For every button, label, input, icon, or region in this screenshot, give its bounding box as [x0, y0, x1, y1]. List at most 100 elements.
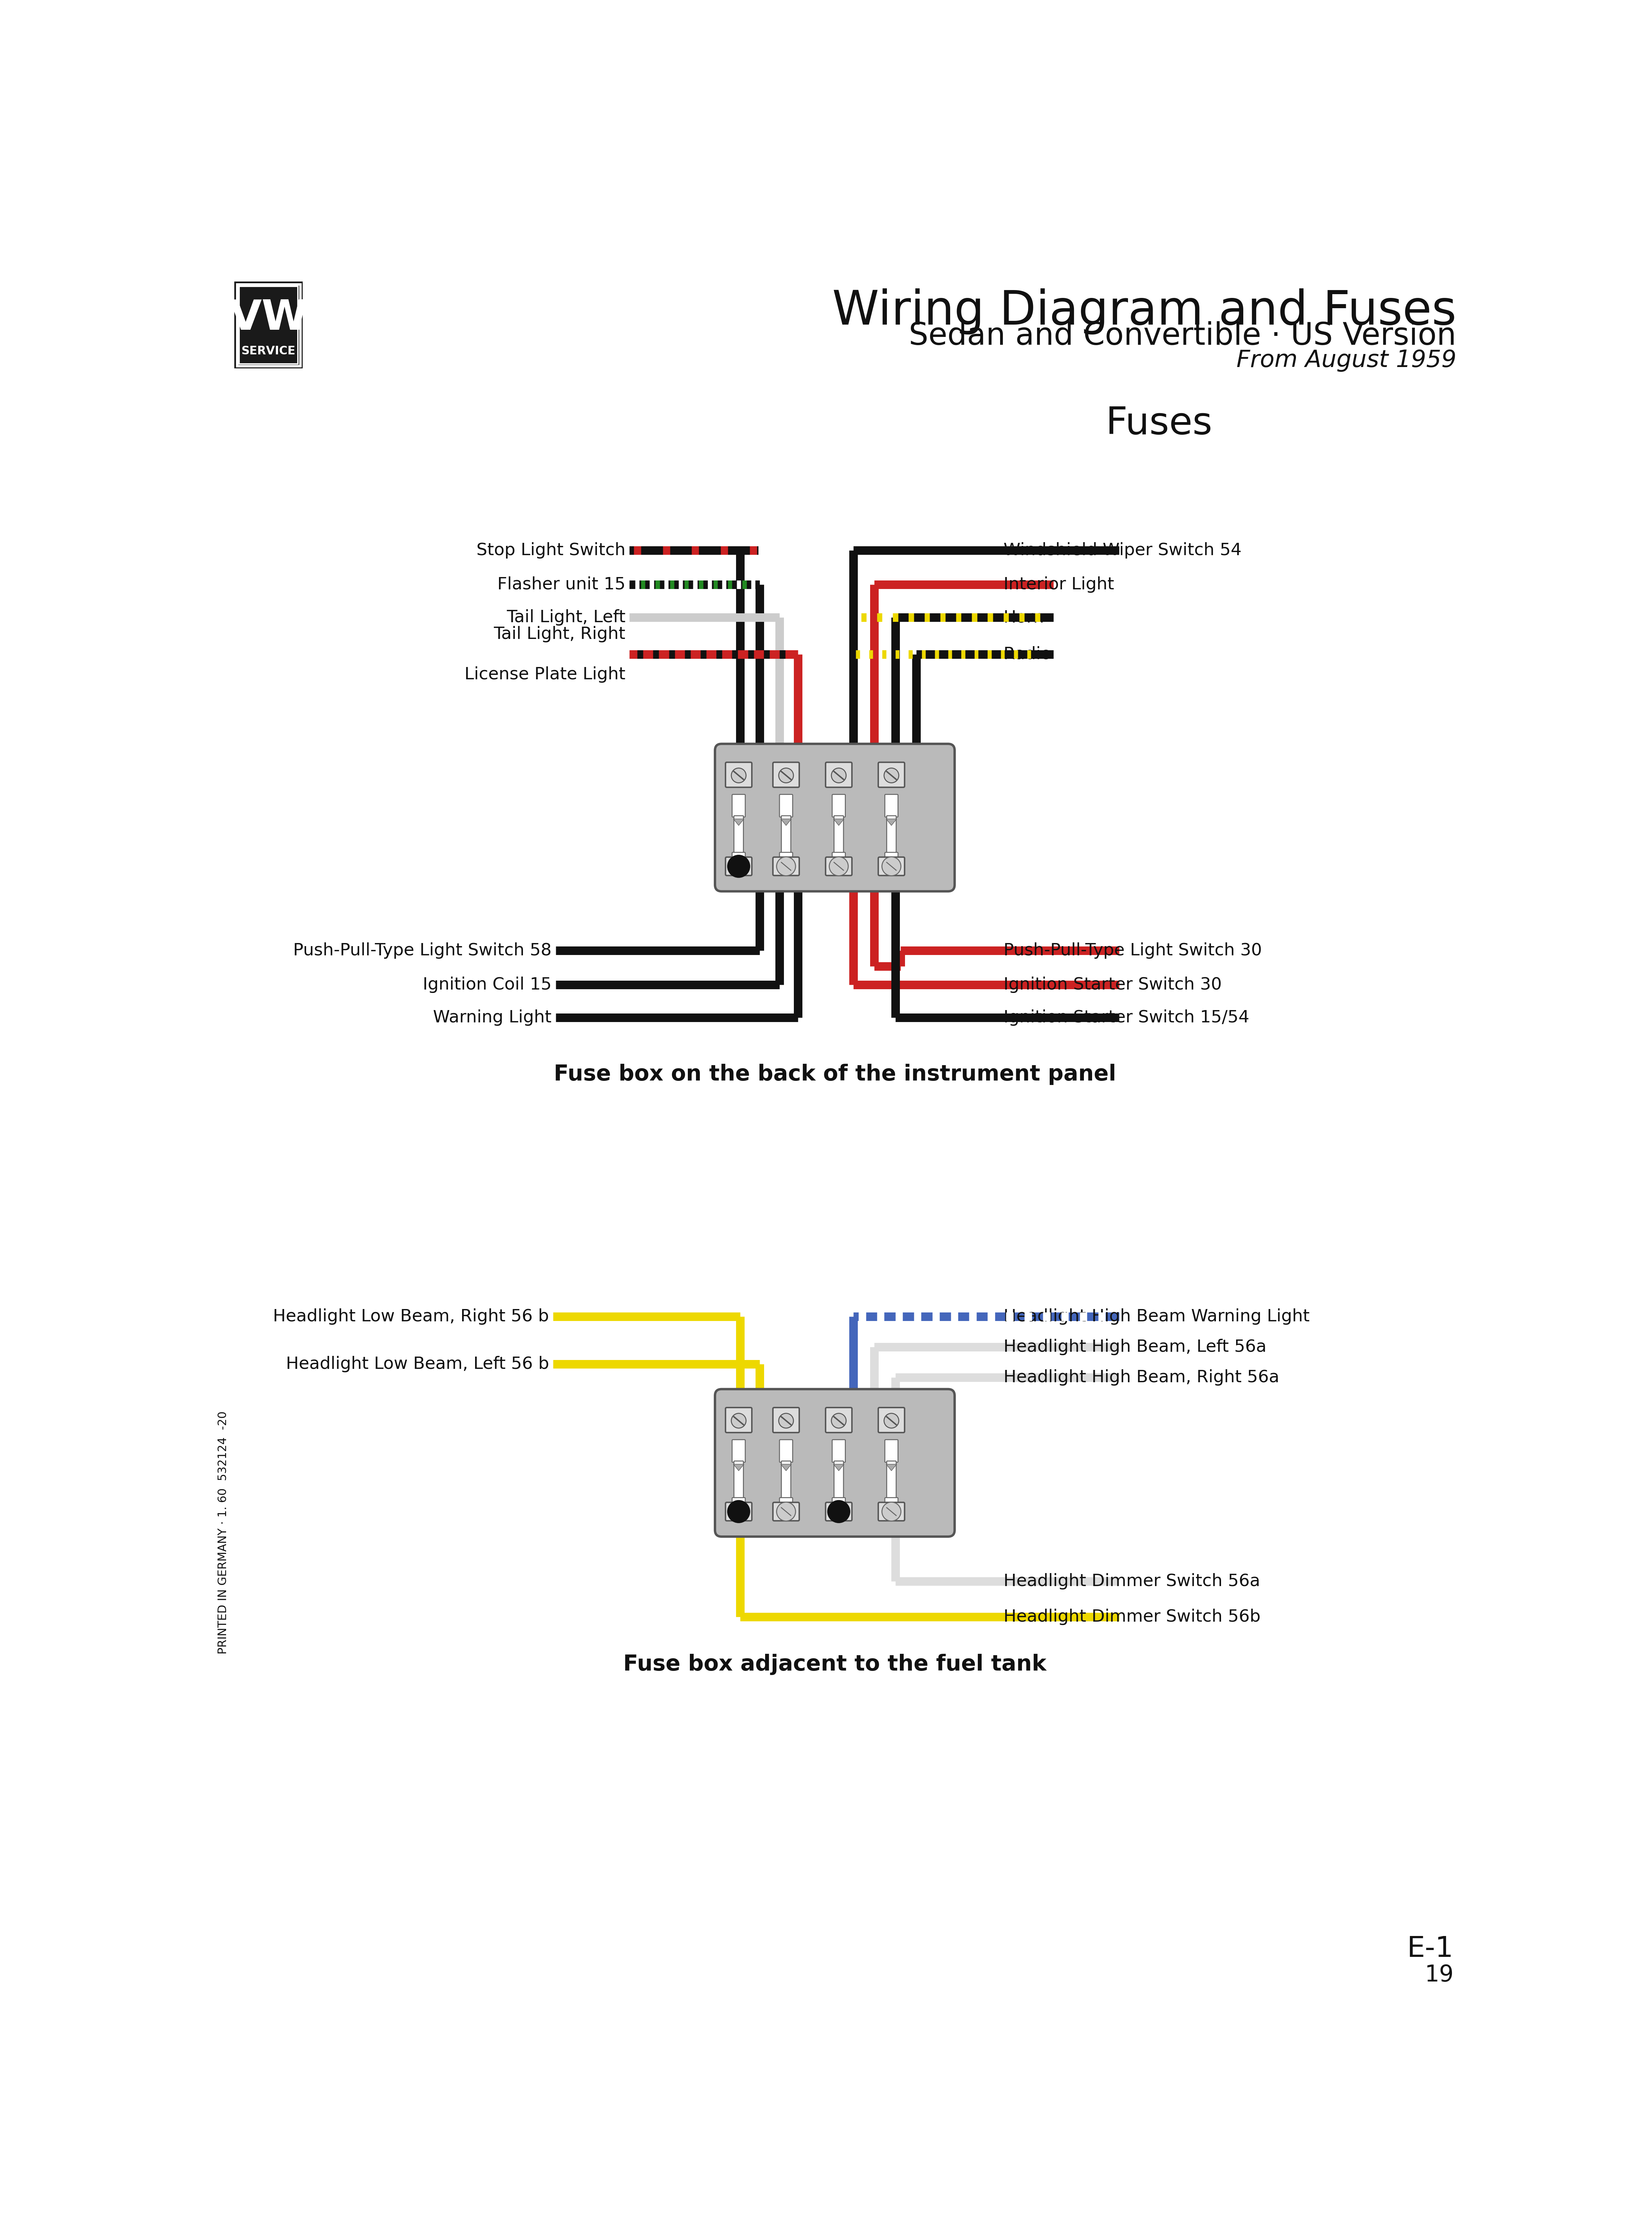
FancyBboxPatch shape	[885, 794, 899, 817]
FancyBboxPatch shape	[879, 763, 905, 787]
Polygon shape	[733, 1508, 743, 1514]
FancyBboxPatch shape	[826, 1407, 852, 1432]
FancyBboxPatch shape	[725, 857, 752, 875]
FancyBboxPatch shape	[833, 1441, 846, 1463]
FancyBboxPatch shape	[780, 1441, 793, 1463]
Circle shape	[778, 767, 793, 783]
FancyBboxPatch shape	[887, 817, 895, 855]
Circle shape	[828, 1501, 849, 1523]
Polygon shape	[885, 1508, 897, 1514]
Text: Windshield Wiper Switch 54: Windshield Wiper Switch 54	[1003, 541, 1241, 559]
Text: VW: VW	[230, 298, 307, 338]
Polygon shape	[781, 861, 791, 868]
Text: Headlight Low Beam, Right 56 b: Headlight Low Beam, Right 56 b	[273, 1309, 548, 1324]
FancyBboxPatch shape	[879, 1503, 905, 1521]
Text: Push-Pull-Type Light Switch 58: Push-Pull-Type Light Switch 58	[294, 942, 552, 960]
FancyBboxPatch shape	[879, 1407, 905, 1432]
Text: Headlight Low Beam, Left 56 b: Headlight Low Beam, Left 56 b	[286, 1356, 548, 1371]
Polygon shape	[885, 861, 897, 868]
FancyBboxPatch shape	[833, 852, 846, 875]
Circle shape	[884, 767, 899, 783]
Polygon shape	[781, 819, 791, 825]
FancyBboxPatch shape	[826, 857, 852, 875]
Text: License Plate Light: License Plate Light	[464, 667, 626, 682]
Text: Wiring Diagram and Fuses: Wiring Diagram and Fuses	[833, 289, 1457, 333]
FancyBboxPatch shape	[826, 1503, 852, 1521]
Polygon shape	[733, 861, 743, 868]
FancyBboxPatch shape	[887, 1461, 895, 1499]
Circle shape	[727, 1501, 750, 1523]
Polygon shape	[885, 1465, 897, 1470]
Text: Headlight High Beam, Left 56a: Headlight High Beam, Left 56a	[1003, 1338, 1267, 1356]
FancyBboxPatch shape	[725, 763, 752, 787]
Text: Fuse box adjacent to the fuel tank: Fuse box adjacent to the fuel tank	[623, 1653, 1046, 1676]
Text: Ignition Coil 15: Ignition Coil 15	[423, 978, 552, 993]
FancyBboxPatch shape	[885, 852, 899, 875]
Circle shape	[732, 1414, 747, 1427]
FancyBboxPatch shape	[715, 745, 955, 890]
FancyBboxPatch shape	[725, 1503, 752, 1521]
FancyBboxPatch shape	[885, 1497, 899, 1521]
Text: Fuses: Fuses	[1105, 405, 1213, 443]
FancyBboxPatch shape	[733, 817, 743, 855]
Text: 19: 19	[1424, 1964, 1454, 1986]
Text: Headlight High Beam, Right 56a: Headlight High Beam, Right 56a	[1003, 1369, 1279, 1385]
Text: PRINTED IN GERMANY · 1. 60  532124  -20: PRINTED IN GERMANY · 1. 60 532124 -20	[218, 1412, 230, 1653]
FancyBboxPatch shape	[773, 1407, 800, 1432]
Circle shape	[776, 857, 796, 877]
FancyBboxPatch shape	[834, 817, 844, 855]
Circle shape	[831, 1414, 846, 1427]
Polygon shape	[834, 861, 844, 868]
Text: Interior Light: Interior Light	[1003, 577, 1113, 593]
Circle shape	[831, 767, 846, 783]
Polygon shape	[733, 819, 743, 825]
FancyBboxPatch shape	[826, 763, 852, 787]
Circle shape	[778, 1414, 793, 1427]
Text: Headlight High Beam Warning Light: Headlight High Beam Warning Light	[1003, 1309, 1310, 1324]
Text: Flasher unit 15: Flasher unit 15	[497, 577, 626, 593]
Text: From August 1959: From August 1959	[1236, 349, 1457, 371]
Circle shape	[727, 855, 750, 877]
Circle shape	[882, 1501, 900, 1521]
Circle shape	[732, 767, 747, 783]
FancyBboxPatch shape	[733, 1461, 743, 1499]
FancyBboxPatch shape	[781, 817, 791, 855]
Text: Radio: Radio	[1003, 646, 1051, 662]
Polygon shape	[834, 1508, 844, 1514]
Circle shape	[776, 1501, 796, 1521]
Text: Push-Pull-Type Light Switch 30: Push-Pull-Type Light Switch 30	[1003, 942, 1262, 960]
Text: Stop Light Switch: Stop Light Switch	[476, 541, 626, 559]
FancyBboxPatch shape	[879, 857, 905, 875]
FancyBboxPatch shape	[834, 1461, 844, 1499]
Circle shape	[829, 857, 847, 877]
Text: Fuse box on the back of the instrument panel: Fuse box on the back of the instrument p…	[553, 1065, 1117, 1085]
FancyBboxPatch shape	[780, 794, 793, 817]
Polygon shape	[885, 819, 897, 825]
Text: Headlight Dimmer Switch 56a: Headlight Dimmer Switch 56a	[1003, 1573, 1260, 1591]
Text: Tail Light, Right: Tail Light, Right	[494, 626, 626, 642]
Polygon shape	[834, 1465, 844, 1470]
FancyBboxPatch shape	[773, 763, 800, 787]
Text: SERVICE: SERVICE	[241, 344, 296, 356]
FancyBboxPatch shape	[732, 1497, 745, 1521]
Text: Sedan and Convertible · US Version: Sedan and Convertible · US Version	[909, 322, 1457, 351]
Text: E-1: E-1	[1408, 1935, 1454, 1962]
FancyBboxPatch shape	[885, 1441, 899, 1463]
Text: Ignition Starter Switch 30: Ignition Starter Switch 30	[1003, 978, 1221, 993]
Polygon shape	[781, 1465, 791, 1470]
Text: Warning Light: Warning Light	[433, 1009, 552, 1027]
FancyBboxPatch shape	[732, 852, 745, 875]
Polygon shape	[781, 1508, 791, 1514]
Polygon shape	[733, 1465, 743, 1470]
FancyBboxPatch shape	[780, 852, 793, 875]
Text: Headlight Dimmer Switch 56b: Headlight Dimmer Switch 56b	[1003, 1608, 1260, 1624]
Text: Ignition Starter Switch 15/54: Ignition Starter Switch 15/54	[1003, 1009, 1249, 1027]
FancyBboxPatch shape	[725, 1407, 752, 1432]
Text: Tail Light, Left: Tail Light, Left	[507, 608, 626, 626]
FancyBboxPatch shape	[833, 794, 846, 817]
FancyBboxPatch shape	[732, 794, 745, 817]
Polygon shape	[834, 819, 844, 825]
Text: Horn: Horn	[1003, 608, 1044, 626]
FancyBboxPatch shape	[773, 1503, 800, 1521]
Circle shape	[884, 1414, 899, 1427]
